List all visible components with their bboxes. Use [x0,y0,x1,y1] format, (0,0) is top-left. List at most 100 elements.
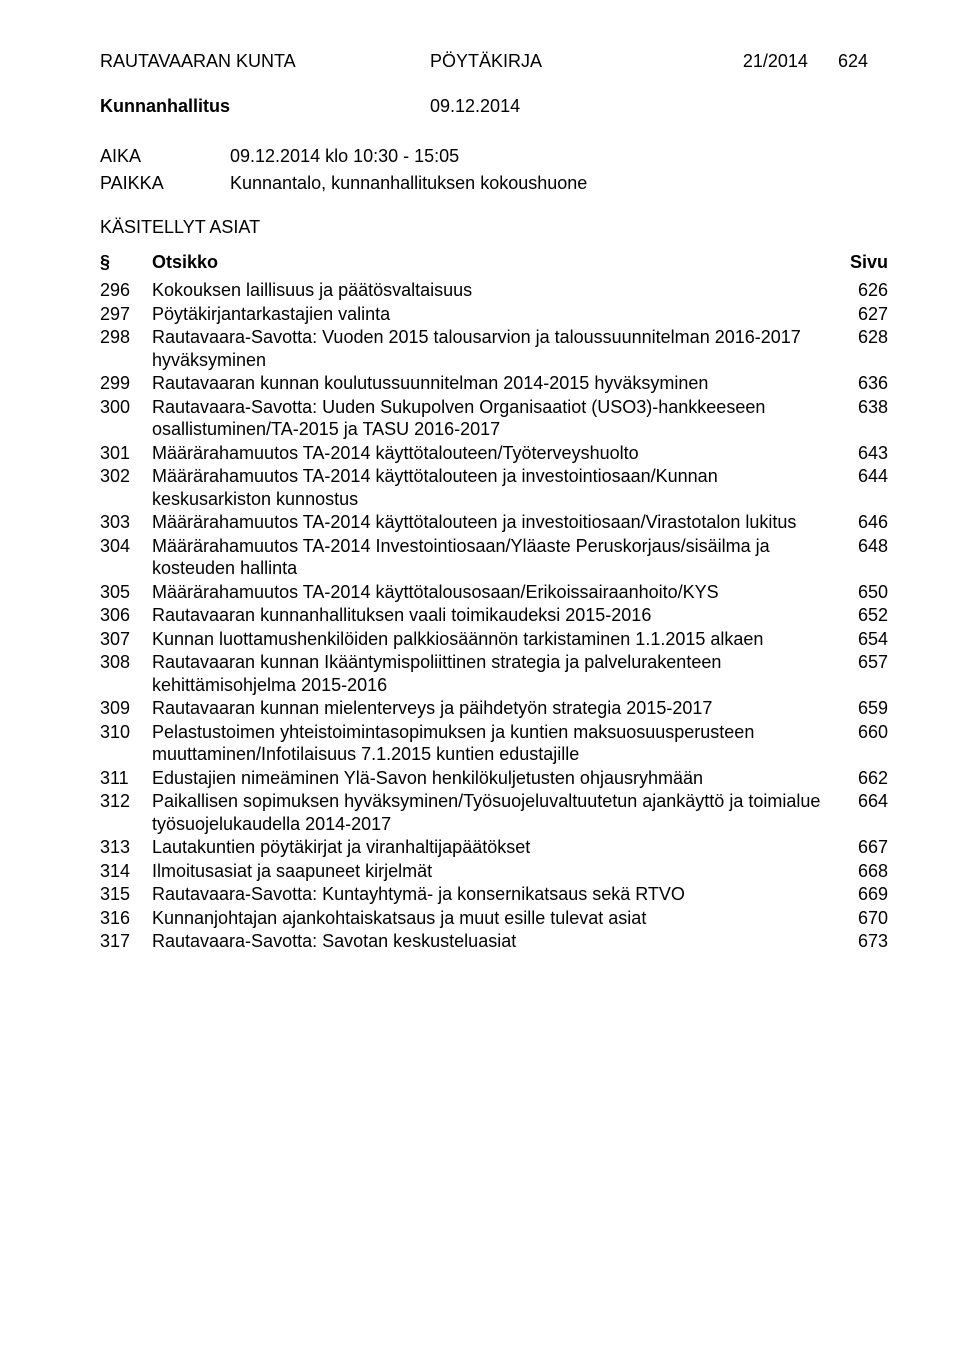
meta-paikka-label: PAIKKA [100,172,230,195]
subheader-date: 09.12.2014 [430,95,888,118]
toc-title: Pöytäkirjantarkastajien valinta [152,303,838,326]
toc-title: Määrärahamuutos TA-2014 käyttötalouteen … [152,465,838,510]
toc-section-number: 314 [100,860,152,883]
toc-page-number: 654 [838,628,888,651]
toc-title: Rautavaara-Savotta: Vuoden 2015 talousar… [152,326,838,371]
meta-paikka-row: PAIKKA Kunnantalo, kunnanhallituksen kok… [100,172,888,195]
meta-aika-value: 09.12.2014 klo 10:30 - 15:05 [230,145,888,168]
asiat-heading: KÄSITELLYT ASIAT [100,216,888,239]
toc-body: 296Kokouksen laillisuus ja päätösvaltais… [100,279,888,953]
toc-header-title: Otsikko [152,251,838,274]
toc-title: Rautavaara-Savotta: Kuntayhtymä- ja kons… [152,883,838,906]
meta-block: AIKA 09.12.2014 klo 10:30 - 15:05 PAIKKA… [100,145,888,194]
meta-aika-label: AIKA [100,145,230,168]
toc-section-number: 301 [100,442,152,465]
toc-row: 314Ilmoitusasiat ja saapuneet kirjelmät6… [100,860,888,883]
toc-page-number: 626 [838,279,888,302]
toc-page-number: 670 [838,907,888,930]
toc-page-number: 643 [838,442,888,465]
toc-section-number: 298 [100,326,152,349]
toc-title: Kunnan luottamushenkilöiden palkkiosäänn… [152,628,838,651]
toc-title: Määrärahamuutos TA-2014 käyttötalouteen/… [152,442,838,465]
toc-section-number: 315 [100,883,152,906]
toc-row: 307Kunnan luottamushenkilöiden palkkiosä… [100,628,888,651]
toc-section-number: 309 [100,697,152,720]
toc-row: 315Rautavaara-Savotta: Kuntayhtymä- ja k… [100,883,888,906]
toc-section-number: 300 [100,396,152,419]
toc-section-number: 304 [100,535,152,558]
toc-title: Rautavaara-Savotta: Uuden Sukupolven Org… [152,396,838,441]
toc-row: 317Rautavaara-Savotta: Savotan keskustel… [100,930,888,953]
toc-row: 308Rautavaaran kunnan Ikääntymispoliitti… [100,651,888,696]
toc-page-number: 627 [838,303,888,326]
toc-section-number: 296 [100,279,152,302]
toc-page-number: 667 [838,836,888,859]
toc-row: 296Kokouksen laillisuus ja päätösvaltais… [100,279,888,302]
toc-row: 311Edustajien nimeäminen Ylä-Savon henki… [100,767,888,790]
toc-section-number: 311 [100,767,152,790]
toc-row: 310Pelastustoimen yhteistoimintasopimuks… [100,721,888,766]
toc-title: Määrärahamuutos TA-2014 käyttötalousosaa… [152,581,838,604]
header-org: RAUTAVAARAN KUNTA [100,50,430,73]
header-doc-type: PÖYTÄKIRJA [430,50,690,73]
header-doc-number: 21/2014 [743,51,808,71]
toc-title: Rautavaaran kunnan mielenterveys ja päih… [152,697,838,720]
toc-section-number: 313 [100,836,152,859]
meta-paikka-value: Kunnantalo, kunnanhallituksen kokoushuon… [230,172,888,195]
toc-section-number: 308 [100,651,152,674]
toc-title: Rautavaaran kunnan koulutussuunnitelman … [152,372,838,395]
toc-page-number: 660 [838,721,888,744]
toc-row: 300Rautavaara-Savotta: Uuden Sukupolven … [100,396,888,441]
toc-page-number: 652 [838,604,888,627]
toc-title: Rautavaara-Savotta: Savotan keskusteluas… [152,930,838,953]
document-header: RAUTAVAARAN KUNTA PÖYTÄKIRJA 21/2014 624 [100,50,888,73]
toc-row: 305Määrärahamuutos TA-2014 käyttötalouso… [100,581,888,604]
toc-section-number: 306 [100,604,152,627]
toc-page-number: 657 [838,651,888,674]
toc-section-number: 312 [100,790,152,813]
toc-row: 302Määrärahamuutos TA-2014 käyttötaloute… [100,465,888,510]
toc-row: 303Määrärahamuutos TA-2014 käyttötaloute… [100,511,888,534]
toc-header: § Otsikko Sivu [100,251,888,274]
toc-title: Rautavaaran kunnan Ikääntymispoliittinen… [152,651,838,696]
toc-page-number: 659 [838,697,888,720]
toc-title: Pelastustoimen yhteistoimintasopimuksen … [152,721,838,766]
toc-page-number: 648 [838,535,888,558]
toc-title: Lautakuntien pöytäkirjat ja viranhaltija… [152,836,838,859]
toc-title: Kunnanjohtajan ajankohtaiskatsaus ja muu… [152,907,838,930]
toc-title: Edustajien nimeäminen Ylä-Savon henkilök… [152,767,838,790]
toc-row: 309Rautavaaran kunnan mielenterveys ja p… [100,697,888,720]
toc-section-number: 316 [100,907,152,930]
document-subheader: Kunnanhallitus 09.12.2014 [100,95,888,118]
toc-header-section: § [100,251,152,274]
toc-row: 301Määrärahamuutos TA-2014 käyttötaloute… [100,442,888,465]
toc-title: Kokouksen laillisuus ja päätösvaltaisuus [152,279,838,302]
toc-row: 306Rautavaaran kunnanhallituksen vaali t… [100,604,888,627]
toc-page-number: 662 [838,767,888,790]
toc-page-number: 664 [838,790,888,813]
toc-page-number: 650 [838,581,888,604]
toc-row: 297Pöytäkirjantarkastajien valinta627 [100,303,888,326]
toc-title: Rautavaaran kunnanhallituksen vaali toim… [152,604,838,627]
toc-section-number: 303 [100,511,152,534]
toc-page-number: 638 [838,396,888,419]
toc-row: 312Paikallisen sopimuksen hyväksyminen/T… [100,790,888,835]
toc-page-number: 636 [838,372,888,395]
page: RAUTAVAARAN KUNTA PÖYTÄKIRJA 21/2014 624… [0,0,960,1347]
toc-section-number: 317 [100,930,152,953]
toc-page-number: 628 [838,326,888,349]
header-page-number: 624 [838,51,868,71]
toc-title: Määrärahamuutos TA-2014 käyttötalouteen … [152,511,838,534]
toc-page-number: 646 [838,511,888,534]
toc-section-number: 302 [100,465,152,488]
subheader-body: Kunnanhallitus [100,95,430,118]
meta-aika-row: AIKA 09.12.2014 klo 10:30 - 15:05 [100,145,888,168]
toc-section-number: 299 [100,372,152,395]
toc-row: 316Kunnanjohtajan ajankohtaiskatsaus ja … [100,907,888,930]
toc-title: Ilmoitusasiat ja saapuneet kirjelmät [152,860,838,883]
toc-header-page: Sivu [838,251,888,274]
toc-section-number: 297 [100,303,152,326]
toc-page-number: 669 [838,883,888,906]
toc-row: 299Rautavaaran kunnan koulutussuunnitelm… [100,372,888,395]
toc-section-number: 310 [100,721,152,744]
